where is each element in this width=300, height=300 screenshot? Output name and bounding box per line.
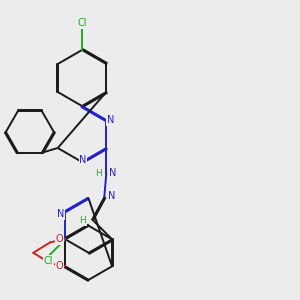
Text: H: H [95, 169, 102, 178]
Text: O: O [55, 234, 63, 244]
Text: N: N [108, 191, 116, 201]
Text: N: N [106, 115, 114, 125]
Text: Cl: Cl [77, 18, 87, 28]
Text: H: H [80, 216, 86, 225]
Text: N: N [109, 168, 117, 178]
Text: N: N [57, 209, 64, 219]
Text: O: O [55, 261, 63, 271]
Text: Cl: Cl [44, 256, 53, 266]
Text: N: N [79, 155, 87, 165]
